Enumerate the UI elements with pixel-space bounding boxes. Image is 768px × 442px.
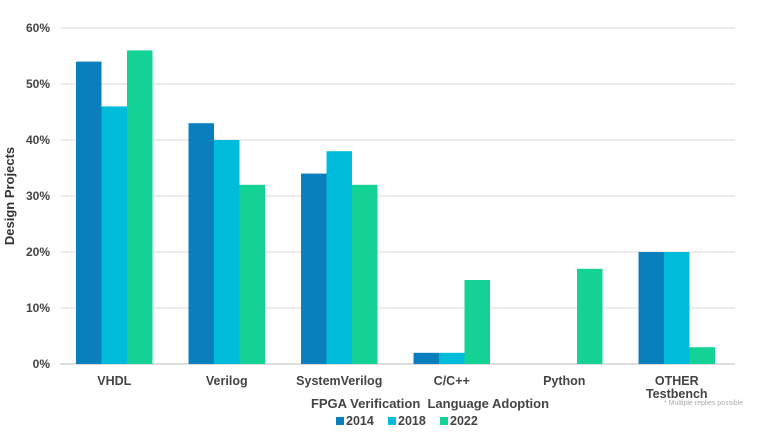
bar-2018: [214, 140, 240, 364]
bar-2018: [101, 106, 127, 365]
y-tick-label: 20%: [26, 245, 50, 259]
bars: [76, 50, 715, 365]
legend-swatch: [440, 417, 448, 425]
y-tick-label: 40%: [26, 133, 50, 147]
y-tick-label: 50%: [26, 77, 50, 91]
x-axis-ticks: VHDL Verilog SystemVerilog C/C++ Python OTHER…: [97, 374, 707, 401]
y-axis-ticks: 0% 10% 20% 30% 40% 50% 60%: [26, 21, 50, 371]
x-tick-label: OTHER Testbench: [646, 374, 708, 401]
y-tick-label: 60%: [26, 21, 50, 35]
legend: 2014 2018 2022: [336, 414, 478, 428]
legend-label: 2018: [398, 414, 426, 428]
bar-2022: [464, 280, 490, 364]
x-tick-label: Python: [543, 374, 585, 388]
y-axis-label: Design Projects: [2, 147, 17, 245]
bar-2014: [76, 61, 102, 364]
bar-2014: [638, 252, 664, 364]
gridlines: [60, 27, 735, 365]
bar-2022: [127, 50, 153, 365]
bar-2018: [664, 252, 690, 364]
bar-2018: [326, 151, 352, 364]
bar-2022: [577, 268, 603, 364]
x-tick-label: C/C++: [434, 374, 470, 388]
bar-2014: [413, 352, 439, 364]
bar-2018: [439, 352, 465, 364]
legend-label: 2014: [346, 414, 374, 428]
x-tick-label: VHDL: [97, 374, 131, 388]
bar-2014: [188, 123, 214, 364]
legend-swatch: [388, 417, 396, 425]
bar-2022: [689, 347, 715, 364]
legend-label: 2022: [450, 414, 478, 428]
y-tick-label: 10%: [26, 301, 50, 315]
x-axis-label: FPGA Verification Language Adoption: [311, 396, 549, 411]
legend-swatch: [336, 417, 344, 425]
footnote: * Multiple replies possible: [664, 400, 743, 407]
bar-2022: [352, 184, 378, 364]
y-tick-label: 0%: [33, 357, 51, 371]
x-tick-label: Verilog: [206, 374, 248, 388]
bar-2022: [239, 184, 265, 364]
x-tick-label: SystemVerilog: [296, 374, 382, 388]
y-tick-label: 30%: [26, 189, 50, 203]
bar-2014: [301, 173, 327, 364]
